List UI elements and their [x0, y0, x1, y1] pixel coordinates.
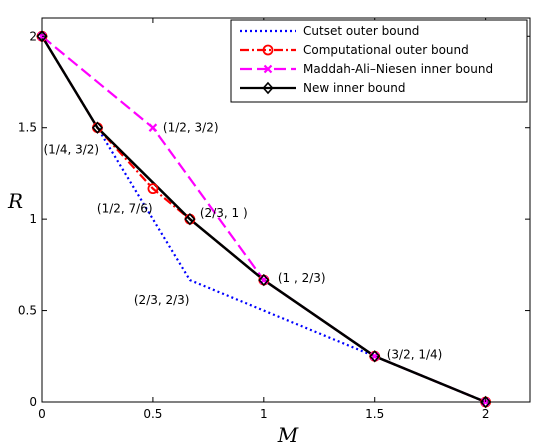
series-3-point-0: [36, 30, 48, 43]
legend-marker-1: [262, 44, 274, 56]
point-annotation-2: (1/2, 7/6): [97, 202, 153, 216]
legend-marker-3: [262, 81, 274, 95]
legend-label-3: New inner bound: [303, 81, 405, 95]
point-annotation-3: (2/3, 1 ): [200, 206, 248, 220]
series-1-point-2: [147, 183, 159, 195]
y-axis-label: R: [7, 189, 23, 213]
series-3-point-1: [91, 121, 104, 134]
x-tick-label-2: 1: [260, 407, 268, 421]
y-tick-label-4: 2: [29, 29, 37, 43]
point-annotation-0: (1/2, 3/2): [163, 121, 219, 135]
x-tick-label-0: 0: [38, 407, 46, 421]
x-tick-label-4: 2: [482, 407, 490, 421]
y-tick-label-1: 0.5: [18, 304, 37, 318]
legend-marker-2: [263, 64, 273, 74]
legend-label-1: Computational outer bound: [303, 43, 469, 57]
point-annotation-4: (2/3, 2/3): [134, 293, 190, 307]
series-3-point-5: [480, 395, 492, 409]
marker-layer: [36, 30, 492, 409]
point-annotation-6: (3/2, 1/4): [387, 347, 443, 361]
series-2-point-1: [148, 123, 158, 132]
series-3-point-3: [258, 273, 270, 287]
y-tick-label-3: 1.5: [18, 121, 37, 135]
annotation-layer: (1/2, 3/2) (1/4, 3/2) (1/2, 7/6) (2/3, 1 ) (…: [43, 121, 442, 362]
legend: Cutset outer bound Computational outer bo…: [230, 19, 528, 103]
legend-label-2: Maddah-Ali–Niesen inner bound: [303, 62, 493, 76]
x-axis-label: M: [277, 423, 299, 447]
tick-layer: 0 0.5 1 1.5 2 0 0.5 1 1.5 2: [18, 18, 530, 421]
series-line-3: [40, 35, 487, 404]
y-tick-label-0: 0: [29, 395, 37, 409]
x-tick-label-3: 1.5: [365, 407, 384, 421]
legend-label-0: Cutset outer bound: [303, 24, 419, 38]
x-tick-label-1: 0.5: [143, 407, 162, 421]
y-tick-label-2: 1: [29, 212, 37, 226]
series-3-point-4: [369, 350, 381, 363]
series-3-point-2: [184, 212, 196, 226]
point-annotation-1: (1/4, 3/2): [43, 143, 99, 157]
point-annotation-5: (1 , 2/3): [278, 271, 326, 285]
